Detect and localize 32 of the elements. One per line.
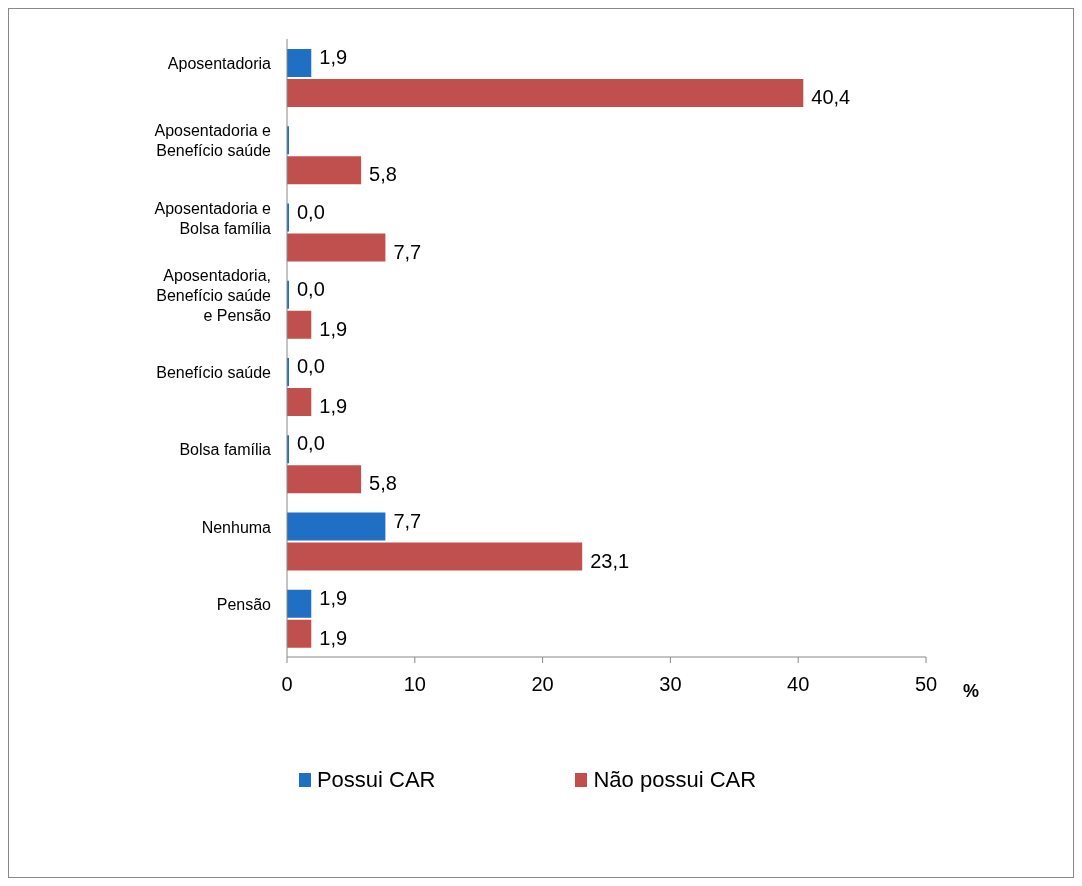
data-label: 1,9 [319,46,348,68]
data-label: 0,0 [297,277,325,300]
legend-label: Possui CAR [316,767,436,793]
y-tick-label: Aposentadoria e Benefício saúde [154,122,272,160]
x-axis-title: % [962,681,980,701]
data-label: 5,8 [369,472,397,495]
x-tick-label: 0 [281,673,293,696]
data-label: 1,9 [319,626,348,649]
data-label: 7,7 [393,240,422,263]
x-tick-label: 50 [914,673,938,696]
y-tick-label: Benefício saúde [156,364,272,382]
y-tick-label: Aposentadoria [167,55,272,73]
y-tick-label: Nenhuma [201,518,272,536]
y-tick-label: Pensão [216,595,272,613]
x-tick-label: 20 [531,673,554,696]
x-tick-label: 30 [659,673,682,696]
data-label: 7,7 [393,509,422,532]
legend-label: Não possui CAR [593,767,757,793]
data-label: 23,1 [590,549,630,572]
y-tick-label: Aposentadoria e Bolsa família [154,199,272,237]
data-label: 0,0 [297,355,325,377]
data-label: 40,4 [811,86,851,108]
y-tick-label: Aposentadoria, Benefício saúde e Pensão [156,266,272,324]
x-tick-label: 40 [787,673,810,696]
data-label: 0,0 [297,432,325,455]
data-label: 0,0 [297,200,325,223]
data-label: 1,9 [319,395,348,417]
data-label: 1,9 [319,586,348,609]
y-tick-label: Bolsa família [179,441,272,459]
x-tick-label: 10 [403,673,426,696]
data-label: 5,8 [369,163,397,186]
data-label: 1,9 [319,317,348,340]
